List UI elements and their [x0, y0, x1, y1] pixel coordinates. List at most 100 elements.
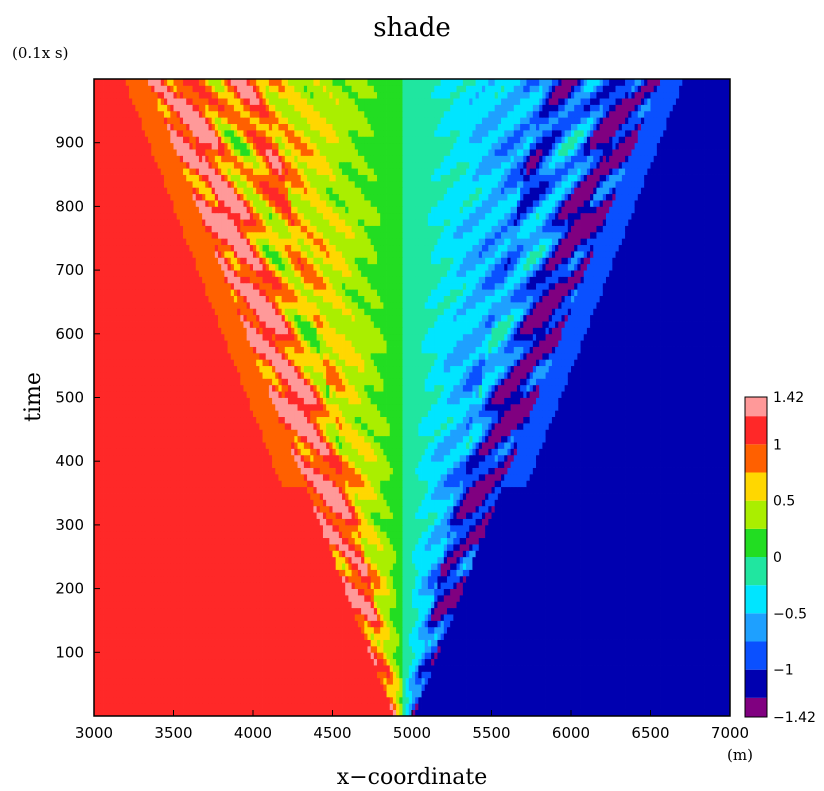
heatmap-cell: [635, 646, 639, 653]
heatmap-cell: [402, 569, 406, 576]
heatmap-cell: [294, 691, 298, 698]
heatmap-cell: [628, 557, 632, 564]
heatmap-cell: [654, 582, 658, 589]
heatmap-cell: [587, 678, 591, 685]
heatmap-cell: [685, 665, 689, 672]
heatmap-cell: [313, 595, 317, 602]
heatmap-cell: [406, 678, 410, 685]
heatmap-cell: [215, 697, 219, 704]
heatmap-cell: [298, 595, 302, 602]
heatmap-cell: [625, 601, 629, 608]
heatmap-cell: [333, 627, 337, 634]
heatmap-cell: [275, 627, 279, 634]
heatmap-cell: [310, 652, 314, 659]
heatmap-cell: [625, 646, 629, 653]
heatmap-cell: [409, 633, 413, 640]
heatmap-cell: [593, 703, 597, 710]
heatmap-cell: [609, 691, 613, 698]
heatmap-cell: [199, 671, 203, 678]
heatmap-cell: [682, 659, 686, 666]
heatmap-cell: [676, 691, 680, 698]
heatmap-cell: [250, 640, 254, 647]
heatmap-cell: [498, 563, 502, 570]
heatmap-cell: [224, 614, 228, 621]
heatmap-cell: [720, 640, 724, 647]
heatmap-cell: [609, 671, 613, 678]
heatmap-cell: [361, 633, 365, 640]
heatmap-cell: [139, 582, 143, 589]
heatmap-cell: [139, 640, 143, 647]
heatmap-cell: [339, 627, 343, 634]
heatmap-cell: [479, 678, 483, 685]
heatmap-cell: [422, 646, 426, 653]
heatmap-cell: [593, 582, 597, 589]
heatmap-cell: [596, 703, 600, 710]
heatmap-cell: [358, 614, 362, 621]
heatmap-cell: [412, 697, 416, 704]
heatmap-cell: [393, 703, 397, 710]
heatmap-cell: [720, 627, 724, 634]
heatmap-cell: [657, 582, 661, 589]
heatmap-cell: [336, 678, 340, 685]
heatmap-cell: [339, 563, 343, 570]
heatmap-cell: [320, 627, 324, 634]
heatmap-cell: [724, 582, 728, 589]
heatmap-cell: [504, 678, 508, 685]
heatmap-cell: [390, 703, 394, 710]
heatmap-cell: [329, 614, 333, 621]
heatmap-cell: [352, 697, 356, 704]
heatmap-cell: [228, 659, 232, 666]
heatmap-cell: [259, 576, 263, 583]
heatmap-cell: [100, 614, 104, 621]
heatmap-cell: [485, 595, 489, 602]
heatmap-cell: [196, 589, 200, 596]
heatmap-cell: [631, 608, 635, 615]
heatmap-cell: [593, 563, 597, 570]
heatmap-cell: [571, 697, 575, 704]
heatmap-cell: [291, 614, 295, 621]
heatmap-cell: [266, 697, 270, 704]
heatmap-cell: [342, 608, 346, 615]
heatmap-cell: [460, 678, 464, 685]
heatmap-cell: [183, 633, 187, 640]
heatmap-cell: [561, 678, 565, 685]
heatmap-cell: [555, 589, 559, 596]
heatmap-cell: [654, 659, 658, 666]
heatmap-cell: [371, 691, 375, 698]
heatmap-cell: [393, 697, 397, 704]
heatmap-cell: [154, 582, 158, 589]
heatmap-cell: [692, 582, 696, 589]
heatmap-cell: [625, 703, 629, 710]
heatmap-cell: [278, 671, 282, 678]
heatmap-cell: [364, 646, 368, 653]
heatmap-cell: [317, 620, 321, 627]
heatmap-cell: [294, 652, 298, 659]
heatmap-cell: [539, 627, 543, 634]
heatmap-cell: [616, 646, 620, 653]
heatmap-cell: [488, 633, 492, 640]
heatmap-cell: [243, 671, 247, 678]
heatmap-cell: [104, 678, 108, 685]
heatmap-cell: [606, 582, 610, 589]
heatmap-cell: [514, 569, 518, 576]
heatmap-cell: [383, 608, 387, 615]
heatmap-cell: [243, 703, 247, 710]
heatmap-cell: [361, 569, 365, 576]
heatmap-cell: [441, 684, 445, 691]
heatmap-cell: [622, 582, 626, 589]
heatmap-cell: [571, 595, 575, 602]
heatmap-cell: [685, 589, 689, 596]
heatmap-cell: [161, 608, 165, 615]
heatmap-cell: [450, 557, 454, 564]
x-axis-label: x−coordinate: [337, 765, 487, 790]
heatmap-cell: [631, 703, 635, 710]
heatmap-cell: [651, 563, 655, 570]
heatmap-cell: [549, 684, 553, 691]
heatmap-cell: [539, 665, 543, 672]
heatmap-cell: [304, 608, 308, 615]
heatmap-cell: [511, 671, 515, 678]
heatmap-cell: [441, 608, 445, 615]
heatmap-cell: [628, 659, 632, 666]
heatmap-cell: [310, 608, 314, 615]
heatmap-cell: [670, 601, 674, 608]
